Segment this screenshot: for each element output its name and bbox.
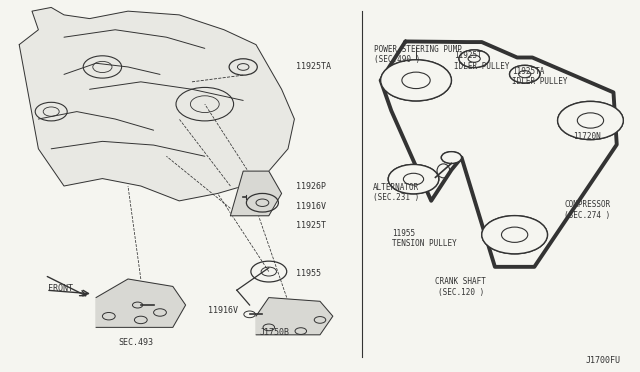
Circle shape: [468, 55, 480, 62]
Text: 11925T: 11925T: [296, 221, 326, 230]
Text: POWER STEERING PUMP
(SEC.490 ): POWER STEERING PUMP (SEC.490 ): [374, 45, 462, 64]
Text: 11926P: 11926P: [296, 182, 326, 190]
Circle shape: [557, 102, 623, 140]
Text: J1750B: J1750B: [259, 328, 289, 337]
Circle shape: [509, 65, 540, 83]
Text: SEC.493: SEC.493: [118, 338, 154, 347]
Circle shape: [518, 71, 531, 78]
Text: 11916V: 11916V: [296, 202, 326, 211]
Text: 11916V: 11916V: [208, 306, 238, 315]
Text: FRONT: FRONT: [48, 284, 73, 293]
Circle shape: [482, 216, 547, 254]
Text: 11720N: 11720N: [573, 132, 600, 141]
Circle shape: [502, 227, 528, 243]
Circle shape: [381, 60, 451, 101]
Circle shape: [442, 152, 461, 163]
Text: 11925TA: 11925TA: [296, 62, 331, 71]
Text: ALTERNATOR
(SEC.231 ): ALTERNATOR (SEC.231 ): [373, 183, 419, 202]
Circle shape: [459, 50, 490, 68]
Polygon shape: [256, 298, 333, 335]
Text: J1700FU: J1700FU: [586, 356, 621, 365]
Polygon shape: [230, 171, 282, 216]
Polygon shape: [96, 279, 186, 327]
Text: 11955: 11955: [296, 269, 321, 278]
Text: 11925T
IDLER PULLEY: 11925T IDLER PULLEY: [454, 51, 510, 71]
Polygon shape: [19, 7, 294, 201]
Circle shape: [388, 164, 439, 194]
Text: 11925TA
IDLER PULLEY: 11925TA IDLER PULLEY: [512, 67, 568, 86]
Circle shape: [402, 72, 430, 89]
Text: CRANK SHAFT
(SEC.120 ): CRANK SHAFT (SEC.120 ): [435, 277, 486, 296]
Text: COMPRESSOR
(SEC.274 ): COMPRESSOR (SEC.274 ): [564, 200, 611, 219]
Circle shape: [403, 173, 424, 185]
Text: 11955
TENSION PULLEY: 11955 TENSION PULLEY: [392, 229, 456, 248]
Circle shape: [577, 113, 604, 128]
